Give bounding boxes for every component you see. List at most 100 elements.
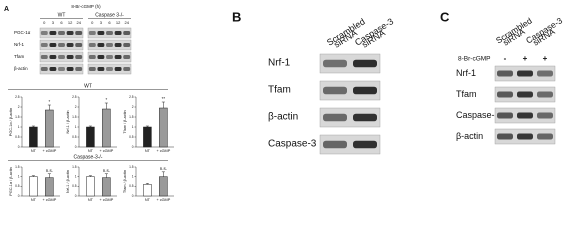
bar: [102, 108, 111, 148]
blot-band: [49, 31, 57, 35]
y-tick-label: 1: [18, 175, 20, 179]
time-label: 12: [116, 20, 121, 25]
treatment-label: 8-Br-cGMP: [458, 56, 491, 63]
panel-label: C: [440, 9, 450, 24]
bar: [159, 107, 168, 148]
blot-band: [106, 67, 113, 71]
blot-band: [114, 31, 122, 35]
y-tick-label: 0: [75, 194, 77, 198]
blot-band: [88, 55, 96, 59]
row-label: Nrf-1: [14, 42, 24, 47]
bar: [159, 176, 168, 197]
time-label: 6: [60, 20, 63, 25]
y-axis-label: Nrf-1 / β-actin: [66, 170, 70, 193]
row-label: Nrf-1: [268, 58, 291, 69]
blot-band: [88, 67, 96, 71]
x-tick-label: NT: [31, 198, 37, 202]
treatment-label: 8-Br-cGMP (h): [71, 4, 101, 9]
row-label: Tfam: [456, 89, 477, 99]
blot-band: [106, 55, 113, 59]
blot-band: [66, 67, 74, 71]
y-tick-label: 0: [18, 145, 20, 149]
blot-band: [497, 91, 513, 98]
y-tick-label: 1.5: [15, 165, 20, 169]
blot-strip: [319, 107, 381, 128]
blot-band: [66, 31, 74, 35]
blot-band: [58, 43, 65, 47]
blot-band: [58, 67, 65, 71]
blot-band: [114, 55, 122, 59]
y-axis-label: PGC-1α / β-actin: [9, 167, 13, 195]
blot-band: [517, 70, 533, 77]
blot-band: [106, 43, 113, 47]
bar: [143, 184, 152, 197]
sign: +: [523, 54, 528, 63]
blot-band: [123, 55, 131, 59]
x-tick-label: NT: [31, 149, 37, 153]
row-label: β-actin: [268, 112, 298, 123]
row-label: β-actin: [14, 66, 28, 71]
blot-band: [537, 70, 553, 77]
x-tick-label: + cGMP: [99, 149, 113, 153]
y-tick-label: 1.5: [129, 115, 134, 119]
x-tick-label: + cGMP: [99, 198, 113, 202]
y-tick-label: 0: [132, 194, 134, 198]
blot-band: [517, 112, 533, 119]
blot-strip: [319, 53, 381, 74]
y-tick-label: 2.5: [72, 95, 77, 99]
time-label: 24: [76, 20, 81, 25]
time-label: 12: [68, 20, 73, 25]
blot-strip: [319, 134, 381, 155]
blot-strip: [87, 51, 132, 63]
time-label: 6: [108, 20, 111, 25]
significance: *: [48, 99, 50, 104]
blot-band: [323, 113, 347, 122]
blot-band: [66, 55, 74, 59]
bar: [143, 126, 152, 148]
y-tick-label: 0.5: [15, 135, 20, 139]
x-tick-label: NT: [88, 198, 94, 202]
blot-band: [40, 55, 48, 59]
bar: [102, 177, 111, 197]
y-tick-label: 1: [18, 125, 20, 129]
bar: [86, 126, 95, 148]
blot-band: [323, 59, 347, 68]
row-label: Tfam: [14, 54, 25, 59]
y-tick-label: 0.5: [129, 135, 134, 139]
row-label: Tfam: [268, 85, 291, 96]
time-label: 3: [52, 20, 55, 25]
blot-band: [123, 43, 131, 47]
blot-band: [97, 43, 105, 47]
panel-label: B: [232, 9, 241, 24]
y-tick-label: 1.5: [15, 115, 20, 119]
y-tick-label: 0: [18, 194, 20, 198]
y-tick-label: 1: [75, 125, 77, 129]
y-tick-label: 2: [75, 105, 77, 109]
x-tick-label: + cGMP: [42, 149, 56, 153]
row-label: PGC-1α: [14, 30, 31, 35]
y-tick-label: 2: [18, 105, 20, 109]
y-tick-label: 1.5: [72, 165, 77, 169]
blot-band: [66, 43, 74, 47]
bar: [45, 109, 54, 148]
blot-band: [537, 112, 553, 119]
y-tick-label: 2.5: [15, 95, 20, 99]
bar: [29, 126, 38, 148]
blot-band: [49, 43, 57, 47]
sign: +: [543, 54, 548, 63]
blot-band: [123, 31, 131, 35]
sign: -: [504, 54, 507, 63]
blot-band: [97, 55, 105, 59]
significance: *: [105, 97, 107, 102]
bar: [86, 176, 95, 197]
blot-band: [40, 31, 48, 35]
time-label: 0: [43, 20, 46, 25]
bar: [45, 177, 54, 197]
panel-label: A: [4, 6, 9, 13]
blot-band: [517, 91, 533, 98]
significance: n.s.: [46, 168, 53, 173]
blot-band: [106, 31, 113, 35]
group-label: Caspase 3-/-: [95, 12, 124, 18]
blot-band: [58, 55, 65, 59]
row-label: Nrf-1: [456, 68, 476, 78]
